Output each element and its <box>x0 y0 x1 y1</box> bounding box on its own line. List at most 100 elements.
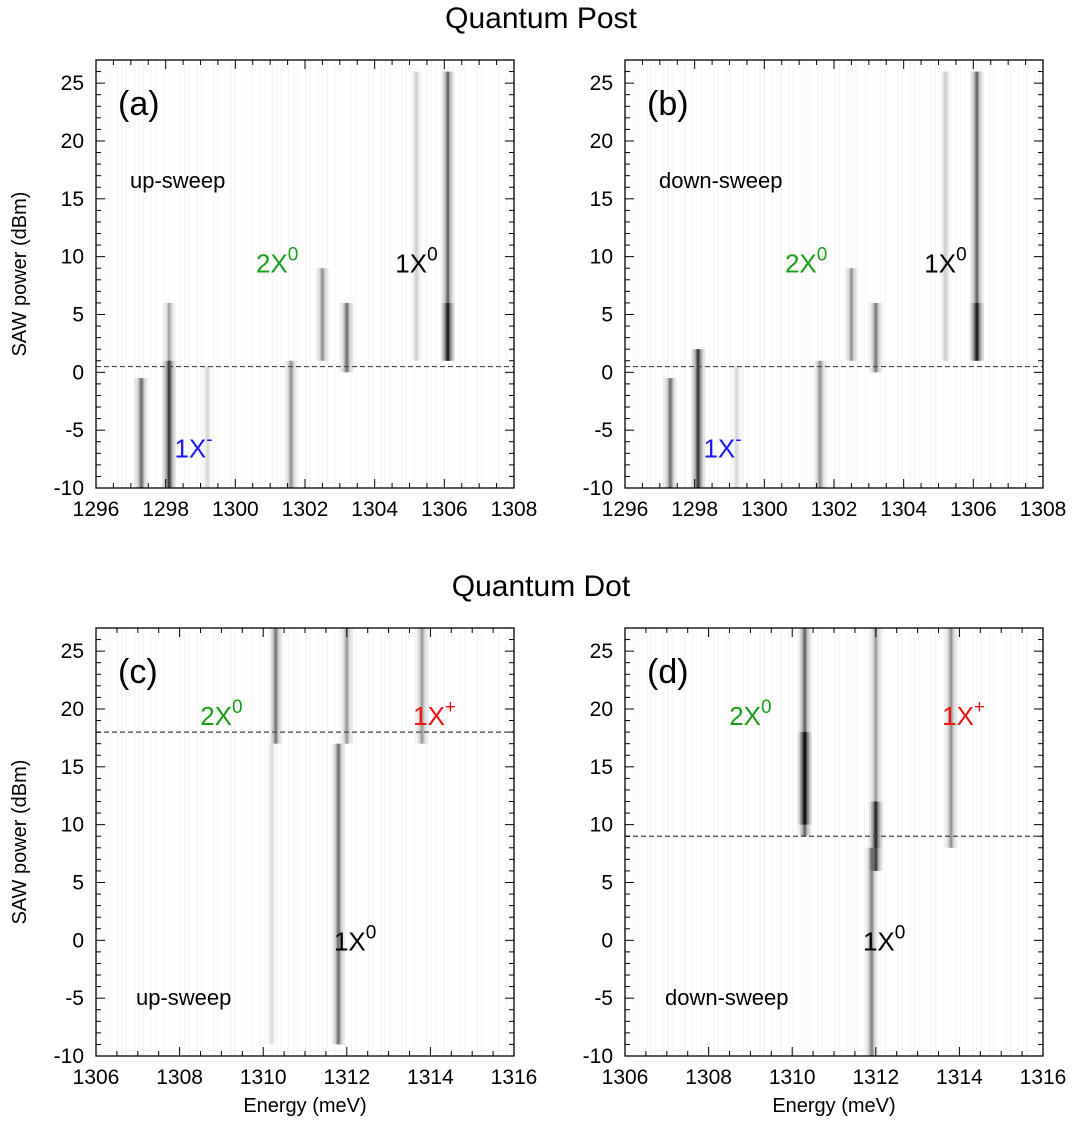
background-texture <box>918 60 920 488</box>
x-tick-label: 1314 <box>407 1066 454 1089</box>
spectral-line <box>413 71 419 361</box>
background-texture <box>226 60 228 488</box>
background-texture <box>481 628 483 1056</box>
background-texture <box>913 60 915 488</box>
background-texture <box>104 628 106 1056</box>
background-texture <box>817 628 819 1056</box>
spectral-line <box>874 628 878 848</box>
spectral-line <box>665 378 675 488</box>
y-tick-label: 5 <box>72 871 84 894</box>
background-texture <box>372 60 374 488</box>
y-axis-label: SAW power (dBm) <box>9 760 31 925</box>
spectral-line <box>975 302 979 361</box>
spectral-line <box>339 628 354 744</box>
background-texture <box>401 628 403 1056</box>
y-tick-label: 15 <box>61 188 84 211</box>
spectral-line <box>691 349 706 488</box>
panel-label: (a) <box>118 85 160 123</box>
spectral-line <box>337 743 340 1045</box>
background-texture <box>443 628 445 1056</box>
background-texture <box>821 628 823 1056</box>
spectral-line <box>206 366 209 488</box>
x-tick-label: 1316 <box>1020 1066 1067 1089</box>
spectral-line <box>815 360 825 488</box>
background-texture <box>292 628 294 1056</box>
x-tick-label: 1296 <box>73 498 120 521</box>
spectral-line <box>693 349 703 488</box>
background-texture <box>180 60 182 488</box>
background-texture <box>234 60 236 488</box>
spectral-line <box>415 628 430 744</box>
background-texture <box>918 628 920 1056</box>
x-tick-label: 1314 <box>936 1066 983 1089</box>
spectral-line <box>848 268 854 361</box>
background-texture <box>117 628 119 1056</box>
spectral-line <box>874 302 878 373</box>
background-texture <box>826 628 828 1056</box>
spectral-line <box>946 628 956 848</box>
background-texture <box>489 628 491 1056</box>
spectral-line <box>817 360 823 488</box>
background-texture <box>368 628 370 1056</box>
background-texture <box>242 60 244 488</box>
spectral-line <box>975 71 979 361</box>
panel-b: 1296 1298 1300 1302 1304 1306 1308 -10 -5 0 5 10 15 2… <box>583 59 1066 521</box>
x-axis-label: Energy (meV) <box>243 1095 366 1117</box>
background-texture <box>447 628 449 1056</box>
spectral-line <box>164 302 174 361</box>
y-tick-label: -10 <box>583 477 613 500</box>
background-texture <box>897 628 899 1056</box>
background-texture <box>838 60 840 488</box>
sweep-label: down-sweep <box>659 168 783 193</box>
background-texture <box>1018 628 1020 1056</box>
background-texture <box>493 628 495 1056</box>
background-texture <box>318 628 320 1056</box>
background-texture <box>125 628 127 1056</box>
spectral-line <box>166 302 172 361</box>
x-tick-label: 1306 <box>950 498 997 521</box>
background-texture <box>1010 60 1012 488</box>
background-texture <box>897 60 899 488</box>
panel-label: (d) <box>647 653 689 691</box>
background-texture <box>384 60 386 488</box>
y-tick-label: 20 <box>61 130 84 153</box>
spectral-line <box>944 628 959 848</box>
sweep-label: up-sweep <box>136 985 231 1010</box>
spectral-line <box>317 268 327 361</box>
background-texture <box>397 628 399 1056</box>
background-texture <box>930 628 932 1056</box>
x-tick-label: 1302 <box>282 498 329 521</box>
background-texture <box>650 60 652 488</box>
background-texture <box>506 60 508 488</box>
x-tick-label: 1310 <box>769 1066 816 1089</box>
background-texture <box>884 628 886 1056</box>
background-texture <box>430 60 432 488</box>
background-texture <box>481 60 483 488</box>
background-texture <box>646 60 648 488</box>
background-texture <box>460 60 462 488</box>
background-texture <box>338 60 340 488</box>
spectral-line <box>415 71 418 361</box>
spectral-line <box>446 71 450 361</box>
background-texture <box>980 628 982 1056</box>
y-tick-label: 0 <box>601 361 613 384</box>
background-texture <box>217 60 219 488</box>
spectral-line <box>419 628 425 744</box>
y-tick-label: 25 <box>61 640 84 663</box>
background-texture <box>405 628 407 1056</box>
background-texture <box>679 60 681 488</box>
background-texture <box>633 628 635 1056</box>
background-texture <box>964 628 966 1056</box>
y-tick-label: -5 <box>594 987 613 1010</box>
state-label: 1X0 <box>395 244 437 278</box>
spectral-line <box>969 302 984 361</box>
panel-a: 1296 1298 1300 1302 1304 1306 1308 -10 -5 0 5 10 15 2… <box>9 59 537 521</box>
background-texture <box>717 60 719 488</box>
plot-background <box>625 628 1043 1056</box>
state-label: 1X0 <box>334 922 376 956</box>
background-texture <box>464 628 466 1056</box>
background-texture <box>989 60 991 488</box>
y-tick-label: -10 <box>583 1045 613 1068</box>
background-texture <box>972 628 974 1056</box>
background-texture <box>297 628 299 1056</box>
